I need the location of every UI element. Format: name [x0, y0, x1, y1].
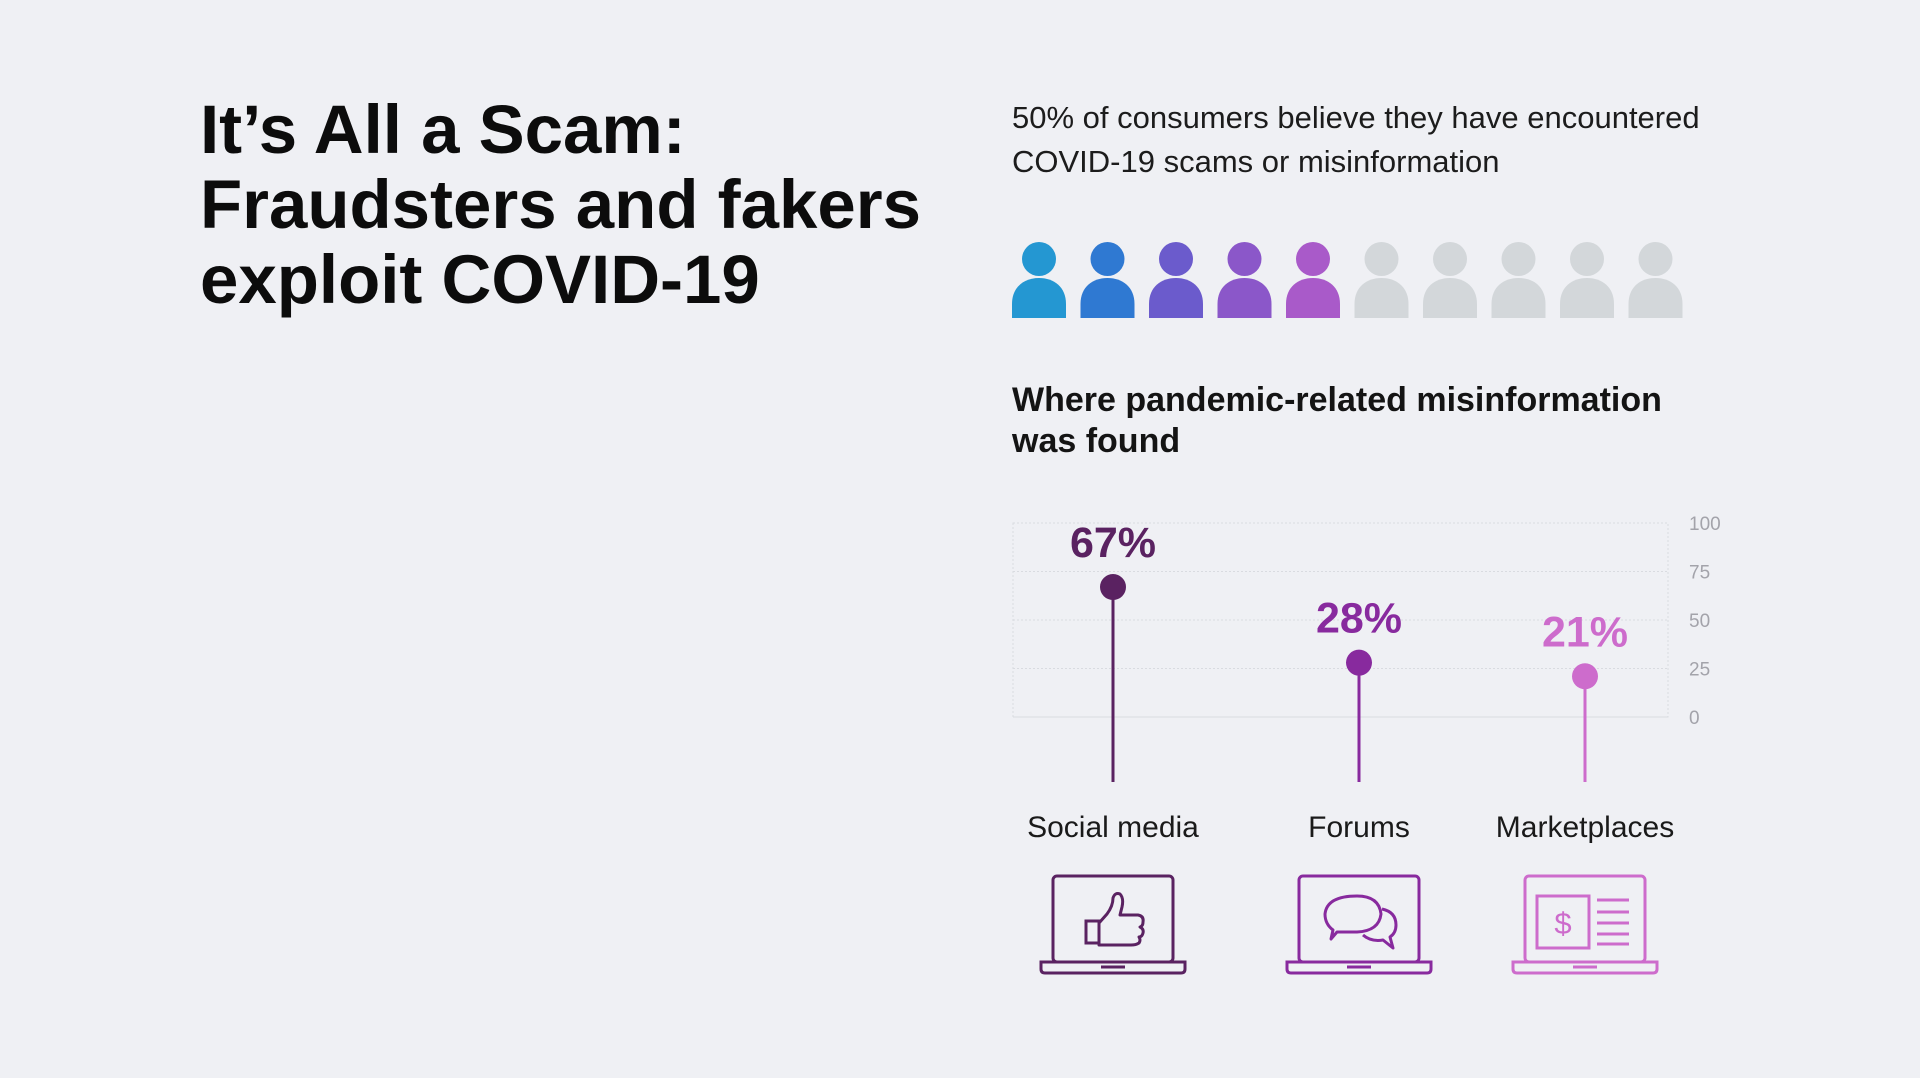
chart-title: Where pandemic-related misinformation wa… — [1012, 380, 1772, 462]
person-icon-filled — [1286, 242, 1340, 318]
laptop-chat-bubbles-icon — [1285, 874, 1433, 975]
person-icon-filled — [1012, 242, 1066, 318]
laptop-thumbs-up-icon — [1039, 874, 1187, 975]
lollipop-dot — [1100, 574, 1126, 601]
person-icon-empty — [1423, 242, 1477, 318]
title-line-1: It’s All a Scam: — [200, 91, 686, 168]
category-label: Marketplaces — [1496, 811, 1674, 844]
title-line-3: exploit COVID-19 — [200, 241, 760, 318]
person-icon-empty — [1628, 242, 1683, 318]
laptop-dollar-listing-icon: $ — [1511, 874, 1659, 975]
chart-title-line-1: Where pandemic-related misinformation — [1012, 381, 1662, 419]
svg-text:$: $ — [1554, 906, 1571, 941]
intro-line-2: COVID-19 scams or misinformation — [1012, 144, 1500, 179]
category-label: Forums — [1308, 811, 1410, 844]
intro-line-1: 50% of consumers believe they have encou… — [1012, 100, 1700, 135]
y-tick-label: 50 — [1689, 611, 1710, 632]
y-tick-label: 0 — [1689, 708, 1700, 729]
person-icon-filled — [1080, 242, 1135, 318]
title-line-2: Fraudsters and fakers — [200, 166, 921, 243]
chart-title-line-2: was found — [1012, 422, 1181, 460]
y-tick-label: 25 — [1689, 660, 1710, 681]
person-icon-filled — [1217, 242, 1272, 318]
intro-statistic: 50% of consumers believe they have encou… — [1012, 96, 1772, 184]
lollipop-dot — [1572, 663, 1598, 690]
value-label: 28% — [1316, 595, 1402, 643]
y-tick-label: 75 — [1689, 563, 1710, 584]
person-icon-empty — [1560, 242, 1614, 318]
page-title: It’s All a Scam: Fraudsters and fakers e… — [200, 92, 960, 317]
person-icon-empty — [1354, 242, 1409, 318]
value-label: 21% — [1542, 608, 1628, 656]
value-label: 67% — [1070, 519, 1156, 567]
y-tick-label: 100 — [1689, 514, 1721, 535]
person-icon-empty — [1491, 242, 1546, 318]
people-pictogram — [1012, 242, 1683, 318]
person-icon-filled — [1149, 242, 1203, 318]
category-label: Social media — [1027, 811, 1199, 844]
lollipop-dot — [1346, 649, 1372, 676]
